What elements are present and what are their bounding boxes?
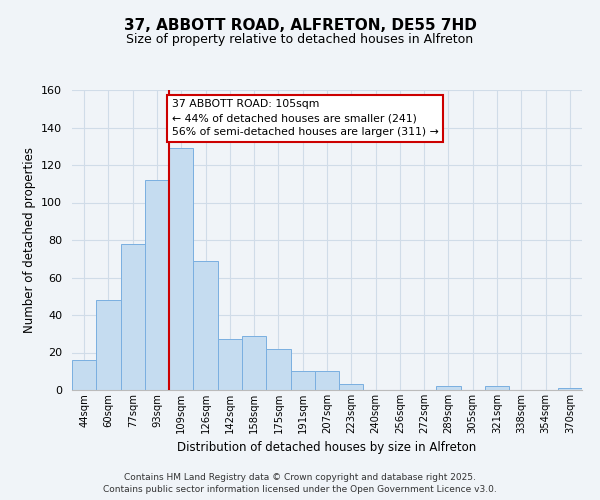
Bar (315, 371, 339, 390)
Text: Contains HM Land Registry data © Crown copyright and database right 2025.: Contains HM Land Registry data © Crown c… (124, 472, 476, 482)
Bar (96, 300, 121, 390)
Bar (266, 349, 290, 390)
Bar (558, 388, 582, 390)
Bar (436, 386, 461, 390)
Text: 37, ABBOTT ROAD, ALFRETON, DE55 7HD: 37, ABBOTT ROAD, ALFRETON, DE55 7HD (124, 18, 476, 32)
Bar (72, 360, 96, 390)
Bar (242, 336, 266, 390)
Text: Size of property relative to detached houses in Alfreton: Size of property relative to detached ho… (127, 32, 473, 46)
Y-axis label: Number of detached properties: Number of detached properties (23, 147, 35, 333)
Bar (218, 340, 242, 390)
Text: 37 ABBOTT ROAD: 105sqm
← 44% of detached houses are smaller (241)
56% of semi-de: 37 ABBOTT ROAD: 105sqm ← 44% of detached… (172, 100, 439, 138)
Bar (290, 371, 315, 390)
Bar (121, 244, 145, 390)
Bar (145, 180, 169, 390)
Bar (485, 386, 509, 390)
Bar (169, 148, 193, 390)
Text: Contains public sector information licensed under the Open Government Licence v3: Contains public sector information licen… (103, 485, 497, 494)
Bar (339, 384, 364, 390)
Bar (193, 260, 218, 390)
X-axis label: Distribution of detached houses by size in Alfreton: Distribution of detached houses by size … (178, 442, 476, 454)
